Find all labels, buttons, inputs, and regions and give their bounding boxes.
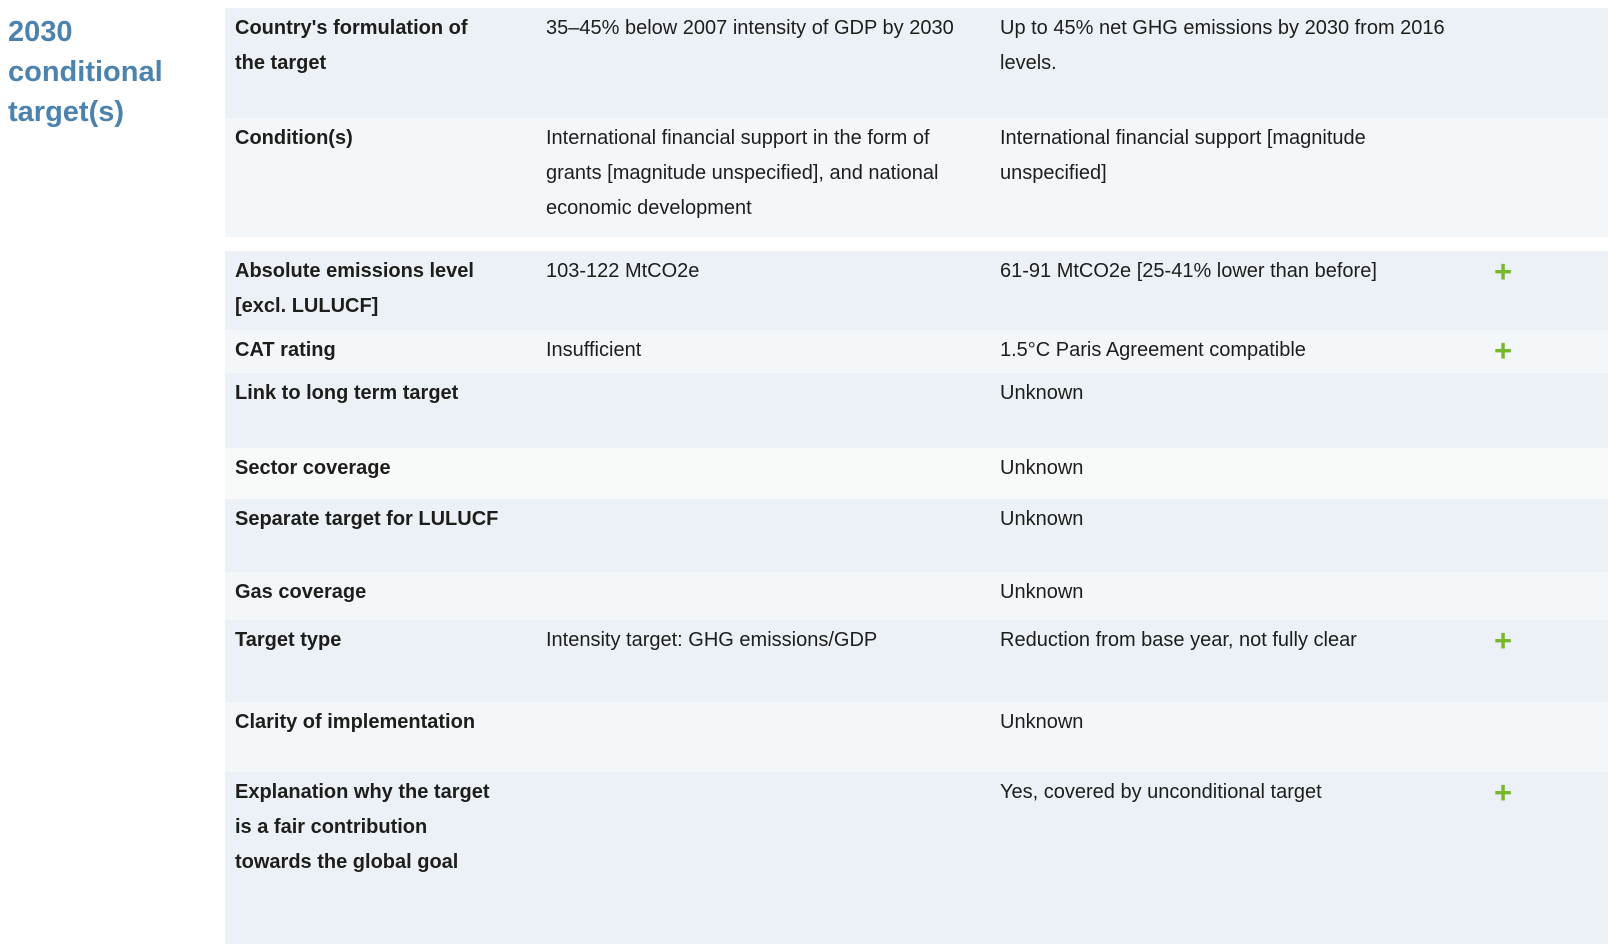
plus-cell: + (1480, 251, 1608, 330)
table-row: Gas coverage Unknown (225, 572, 1608, 620)
previous-target-value: Insufficient (546, 339, 642, 361)
table-row: Condition(s) International financial sup… (225, 118, 1608, 237)
previous-target-value: Intensity target: GHG emissions/GDP (546, 629, 878, 651)
row-label: Clarity of implementation (235, 711, 476, 733)
plus-cell (1480, 448, 1608, 499)
updated-target-value: Up to 45% net GHG emissions by 2030 from… (1000, 17, 1445, 74)
plus-cell (1480, 118, 1608, 237)
plus-cell (1480, 499, 1608, 572)
previous-target-value: 35–45% below 2007 intensity of GDP by 20… (546, 17, 954, 39)
table-row: Absolute emissions level [excl. LULUCF] … (225, 251, 1608, 330)
row-label: Sector coverage (235, 457, 391, 479)
row-label: Separate target for LULUCF (235, 508, 499, 530)
previous-target-value (546, 373, 1000, 448)
previous-target-value (546, 572, 1000, 620)
previous-target-value: International financial support in the f… (546, 127, 939, 219)
table-row: Country's formulation of the target 35–4… (225, 8, 1608, 118)
row-label: Target type (235, 629, 342, 651)
previous-target-value (546, 499, 1000, 572)
row-label: Condition(s) (235, 127, 353, 149)
section-title: 2030 conditional target(s) (8, 16, 163, 128)
plus-cell (1480, 373, 1608, 448)
table-row: Target type Intensity target: GHG emissi… (225, 620, 1608, 702)
updated-target-value: Unknown (1000, 581, 1084, 603)
previous-target-value (546, 448, 1000, 499)
updated-target-value: Unknown (1000, 711, 1084, 733)
row-label: Absolute emissions level [excl. LULUCF] (235, 260, 474, 317)
plus-cell (1480, 572, 1608, 620)
table-row: Clarity of implementation Unknown (225, 702, 1608, 772)
updated-target-value: Reduction from base year, not fully clea… (1000, 629, 1357, 651)
updated-target-value: International financial support [magnitu… (1000, 127, 1366, 184)
table-row: Explanation why the target is a fair con… (225, 772, 1608, 944)
updated-target-value: Unknown (1000, 508, 1084, 530)
table-row: Link to long term target Unknown (225, 373, 1608, 448)
row-label: Link to long term target (235, 382, 459, 404)
plus-cell (1480, 8, 1608, 118)
plus-cell: + (1480, 330, 1608, 373)
table-row: Sector coverage Unknown (225, 448, 1608, 499)
previous-target-value: 103-122 MtCO2e (546, 260, 700, 282)
expand-plus-icon[interactable]: + (1493, 623, 1513, 658)
plus-cell (1480, 702, 1608, 772)
table-row: Separate target for LULUCF Unknown (225, 499, 1608, 572)
conditional-target-table: Country's formulation of the target 35–4… (225, 8, 1608, 944)
row-label: Gas coverage (235, 581, 367, 603)
previous-target-value (546, 772, 1000, 944)
expand-plus-icon[interactable]: + (1493, 775, 1513, 810)
table-row: CAT rating Insufficient 1.5°C Paris Agre… (225, 330, 1608, 373)
updated-target-value: 61-91 MtCO2e [25-41% lower than before] (1000, 260, 1377, 282)
row-label: Country's formulation of the target (235, 17, 468, 74)
expand-plus-icon[interactable]: + (1493, 254, 1513, 289)
previous-target-value (546, 702, 1000, 772)
updated-target-value: Unknown (1000, 457, 1084, 479)
plus-cell: + (1480, 620, 1608, 702)
updated-target-value: Yes, covered by unconditional target (1000, 781, 1322, 803)
updated-target-value: Unknown (1000, 382, 1084, 404)
row-label: CAT rating (235, 339, 336, 361)
updated-target-value: 1.5°C Paris Agreement compatible (1000, 339, 1306, 361)
expand-plus-icon[interactable]: + (1493, 333, 1513, 368)
row-label: Explanation why the target is a fair con… (235, 781, 490, 873)
plus-cell: + (1480, 772, 1608, 944)
